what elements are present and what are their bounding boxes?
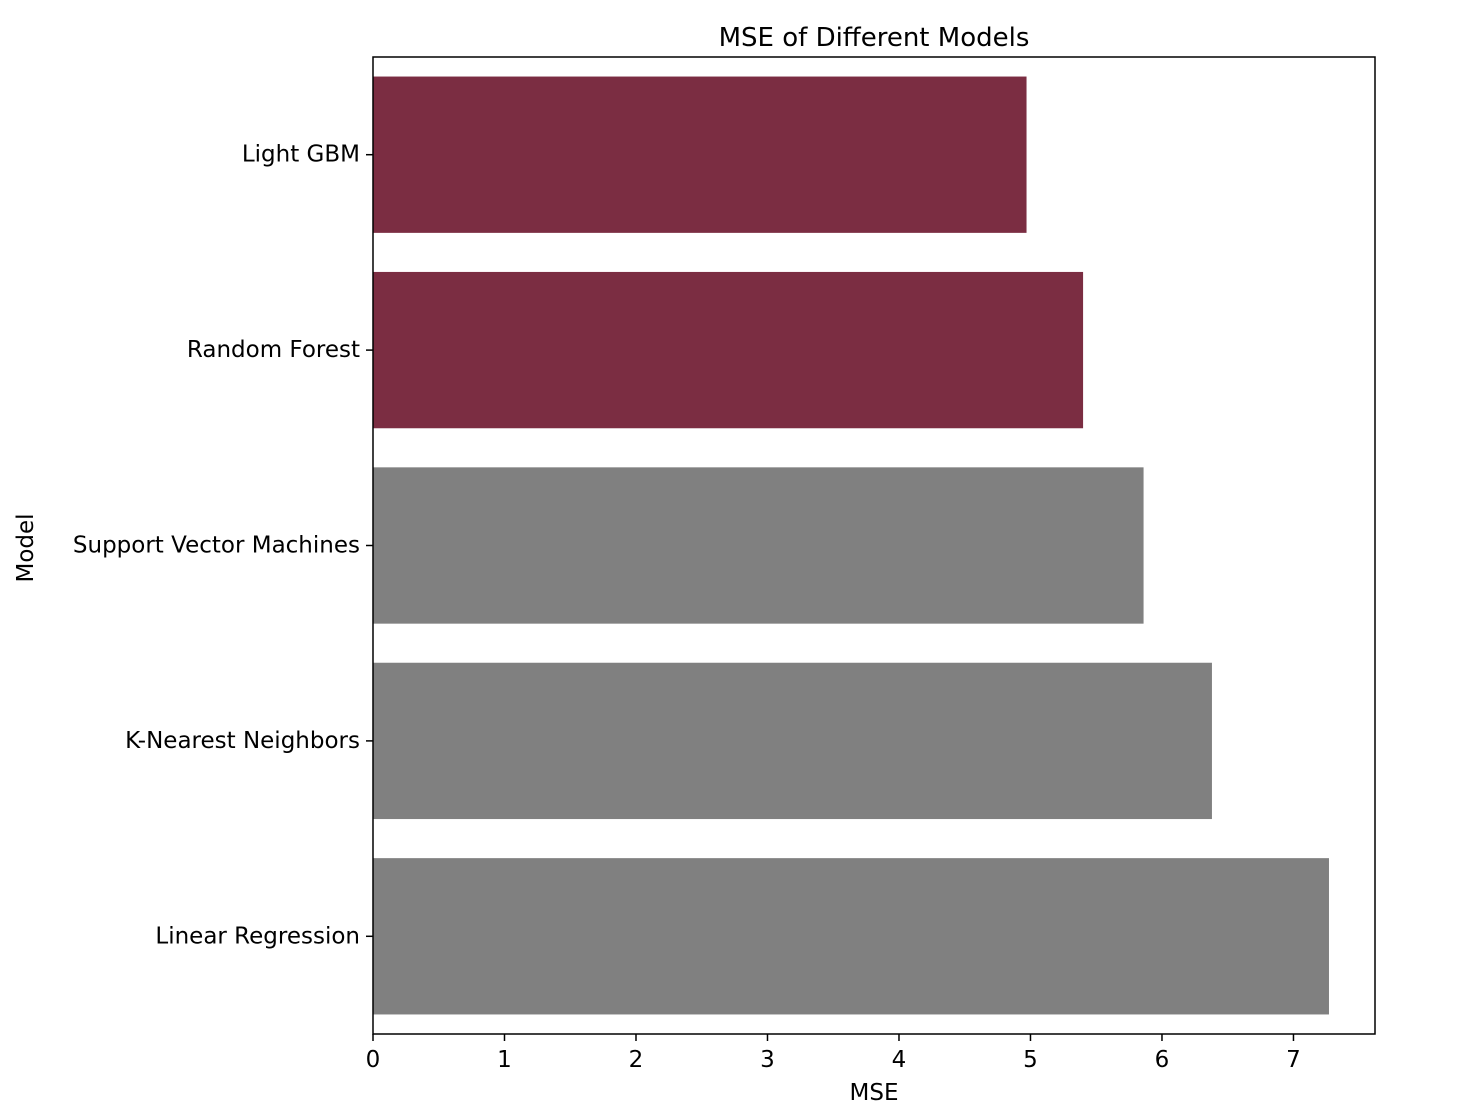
plot-frame bbox=[372, 56, 1376, 1035]
bar-light-gbm bbox=[373, 76, 1027, 233]
y-tick-label: Linear Regression bbox=[155, 923, 360, 949]
y-tick-label: Light GBM bbox=[242, 142, 360, 168]
x-tick-label: 4 bbox=[892, 1047, 907, 1073]
x-tick-label: 2 bbox=[629, 1047, 644, 1073]
y-tick-label: Support Vector Machines bbox=[73, 533, 360, 559]
x-tick-label: 1 bbox=[497, 1047, 512, 1073]
y-tick-label: Random Forest bbox=[187, 337, 360, 363]
x-tick-label: 5 bbox=[1023, 1047, 1038, 1073]
x-tick-label: 0 bbox=[366, 1047, 381, 1073]
bar-linear-regression bbox=[373, 858, 1329, 1015]
x-tick-label: 6 bbox=[1155, 1047, 1170, 1073]
x-tick-label: 3 bbox=[760, 1047, 775, 1073]
x-tick-label: 7 bbox=[1286, 1047, 1301, 1073]
bar-random-forest bbox=[373, 271, 1084, 429]
bar-support-vector-machines bbox=[373, 467, 1144, 624]
chart-title: MSE of Different Models bbox=[719, 23, 1030, 53]
x-axis-label: MSE bbox=[850, 1080, 899, 1106]
x-axis-ticks: 0 1 2 3 4 5 6 7 bbox=[366, 1034, 1301, 1073]
y-tick-label: K-Nearest Neighbors bbox=[125, 728, 360, 754]
y-axis-label: Model bbox=[13, 513, 39, 582]
y-axis-ticks: Light GBM Random Forest Support Vector Mac… bbox=[73, 142, 373, 949]
bars-group bbox=[373, 76, 1329, 1015]
bar-k-nearest-neighbors bbox=[373, 662, 1212, 820]
